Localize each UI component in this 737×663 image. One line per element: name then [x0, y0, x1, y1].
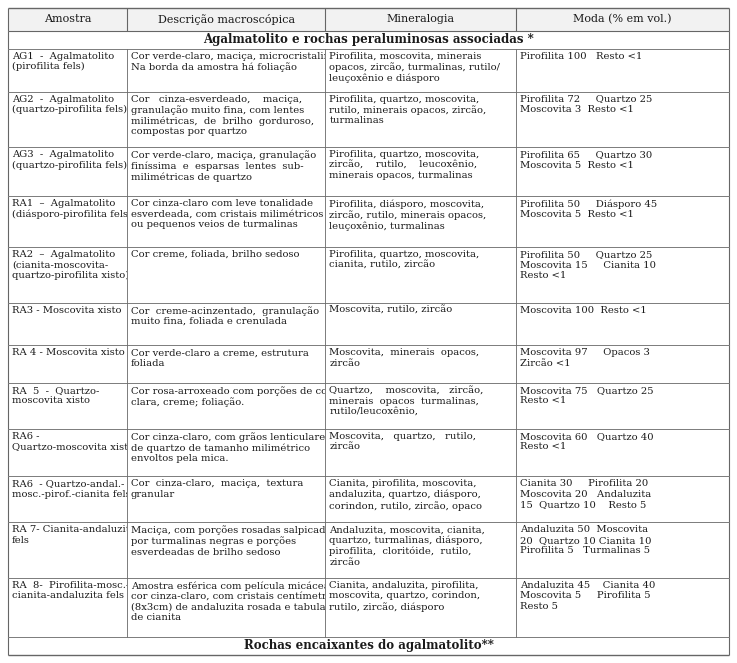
Text: Pirofilita, diásporo, moscovita,
zircão, rutilo, minerais opacos,
leuçoxênio, tu: Pirofilita, diásporo, moscovita, zircão,… — [329, 200, 486, 231]
Text: Descrição macroscópica: Descrição macroscópica — [158, 14, 295, 25]
Text: Pirofilita 100   Resto <1: Pirofilita 100 Resto <1 — [520, 52, 643, 61]
Text: Pirofilita 50     Quartzo 25
Moscovita 15     Cianita 10
Resto <1: Pirofilita 50 Quartzo 25 Moscovita 15 Ci… — [520, 250, 657, 280]
Text: RA 4 - Moscovita xisto: RA 4 - Moscovita xisto — [12, 349, 125, 357]
Text: Andaluzita 45    Cianita 40
Moscovita 5     Pirofilita 5
Resto 5: Andaluzita 45 Cianita 40 Moscovita 5 Pir… — [520, 581, 656, 611]
Text: RA6 -
Quartzo-moscovita xisto: RA6 - Quartzo-moscovita xisto — [12, 432, 134, 452]
Text: AG3  -  Agalmatolito
(quartzo-pirofilita fels): AG3 - Agalmatolito (quartzo-pirofilita f… — [12, 151, 127, 170]
Text: Cor creme, foliada, brilho sedoso: Cor creme, foliada, brilho sedoso — [131, 250, 299, 259]
Bar — [8, 303, 729, 345]
Text: Moscovita,  minerais  opacos,
zircão: Moscovita, minerais opacos, zircão — [329, 349, 479, 368]
Text: Cianita, andaluzita, pirofilita,
moscovita, quartzo, corindon,
rutilo, zircão, d: Cianita, andaluzita, pirofilita, moscovi… — [329, 581, 481, 612]
Text: Pirofilita, quartzo, moscovita,
cianita, rutilo, zircão: Pirofilita, quartzo, moscovita, cianita,… — [329, 250, 480, 270]
Text: Moscovita 60   Quartzo 40
Resto <1: Moscovita 60 Quartzo 40 Resto <1 — [520, 432, 654, 452]
Text: Moscovita 100  Resto <1: Moscovita 100 Resto <1 — [520, 306, 647, 315]
Text: Cor  cinza-claro,  maciça,  textura
granular: Cor cinza-claro, maciça, textura granula… — [131, 479, 304, 499]
Text: Cianita, pirofilita, moscovita,
andaluzita, quartzo, diásporo,
corindon, rutilo,: Cianita, pirofilita, moscovita, andaluzi… — [329, 479, 482, 511]
Text: Pirofilita, quartzo, moscovita,
rutilo, minerais opacos, zircão,
turmalinas: Pirofilita, quartzo, moscovita, rutilo, … — [329, 95, 486, 125]
Text: Cor rosa-arroxeado com porções de cor
clara, creme; foliação.: Cor rosa-arroxeado com porções de cor cl… — [131, 386, 332, 407]
Text: Moscovita 75   Quartzo 25
Resto <1: Moscovita 75 Quartzo 25 Resto <1 — [520, 386, 654, 406]
Text: AG1  -  Agalmatolito
(pirofilita fels): AG1 - Agalmatolito (pirofilita fels) — [12, 52, 114, 72]
Text: RA 7- Cianita-andaluzita
fels: RA 7- Cianita-andaluzita fels — [12, 525, 136, 545]
Text: Pirofilita 72     Quartzo 25
Moscovita 3  Resto <1: Pirofilita 72 Quartzo 25 Moscovita 3 Res… — [520, 95, 653, 114]
Text: Moda (% em vol.): Moda (% em vol.) — [573, 15, 672, 25]
Text: Moscovita,   quartzo,   rutilo,
zircão: Moscovita, quartzo, rutilo, zircão — [329, 432, 476, 452]
Text: Andaluzita 50  Moscovita
20  Quartzo 10 Cianita 10
Pirofilita 5   Turmalinas 5: Andaluzita 50 Moscovita 20 Quartzo 10 Ci… — [520, 525, 652, 555]
Text: RA  8-  Pirofilita-mosc.-
cianita-andaluzita fels: RA 8- Pirofilita-mosc.- cianita-andaluzi… — [12, 581, 129, 601]
Text: Cor verde-claro, maciça, microcristalina.
Na borda da amostra há foliação: Cor verde-claro, maciça, microcristalina… — [131, 52, 339, 72]
Text: Cor verde-claro a creme, estrutura
foliada: Cor verde-claro a creme, estrutura folia… — [131, 349, 309, 368]
Text: AG2  -  Agalmatolito
(quartzo-pirofilita fels): AG2 - Agalmatolito (quartzo-pirofilita f… — [12, 95, 127, 114]
Text: Pirofilita, moscovita, minerais
opacos, zircão, turmalinas, rutilo/
leuçoxênio e: Pirofilita, moscovita, minerais opacos, … — [329, 52, 500, 84]
Bar — [8, 91, 729, 147]
Text: Cor   cinza-esverdeado,    maciça,
granulação muito fina, com lentes
milimétrica: Cor cinza-esverdeado, maciça, granulação… — [131, 95, 314, 137]
Bar — [8, 345, 729, 383]
Text: RA1  –  Agalmatolito
(diásporo-pirofilita fels): RA1 – Agalmatolito (diásporo-pirofilita … — [12, 200, 132, 219]
Text: RA2  –  Agalmatolito
(cianita-moscovita-
quartzo-pirofilita xisto): RA2 – Agalmatolito (cianita-moscovita- q… — [12, 250, 129, 280]
Bar — [8, 147, 729, 196]
Text: Moscovita 97     Opacos 3
Zircão <1: Moscovita 97 Opacos 3 Zircão <1 — [520, 349, 650, 368]
Text: RA  5  -  Quartzo-
moscovita xisto: RA 5 - Quartzo- moscovita xisto — [12, 386, 99, 406]
Bar — [8, 49, 729, 91]
Text: Andaluzita, moscovita, cianita,
quartzo, turmalinas, diásporo,
pirofilita,  clor: Andaluzita, moscovita, cianita, quartzo,… — [329, 525, 485, 567]
Text: Quartzo,    moscovita,   zircão,
minerais  opacos  turmalinas,
rutilo/leucoxênio: Quartzo, moscovita, zircão, minerais opa… — [329, 386, 483, 416]
Text: Amostra esférica com película micácea,
cor cinza-claro, com cristais centímetros: Amostra esférica com película micácea, c… — [131, 581, 341, 622]
Bar — [8, 8, 729, 31]
Bar — [8, 637, 729, 655]
Text: Maciça, com porções rosadas salpicadas
por turmalinas negras e porções
esverdead: Maciça, com porções rosadas salpicadas p… — [131, 525, 337, 557]
Text: Pirofilita 50     Diásporo 45
Moscovita 5  Resto <1: Pirofilita 50 Diásporo 45 Moscovita 5 Re… — [520, 200, 657, 219]
Text: Rochas encaixantes do agalmatolito**: Rochas encaixantes do agalmatolito** — [243, 640, 494, 652]
Text: Cianita 30     Pirofilita 20
Moscovita 20   Andaluzita
15  Quartzo 10    Resto 5: Cianita 30 Pirofilita 20 Moscovita 20 An… — [520, 479, 652, 509]
Text: Cor cinza-claro com leve tonalidade
esverdeada, com cristais milimétricos
ou peq: Cor cinza-claro com leve tonalidade esve… — [131, 200, 324, 229]
Bar — [8, 522, 729, 578]
Bar — [8, 247, 729, 303]
Bar — [8, 383, 729, 429]
Bar — [8, 578, 729, 637]
Text: RA6  - Quartzo-andal.-
mosc.-pirof.-cianita fels: RA6 - Quartzo-andal.- mosc.-pirof.-ciani… — [12, 479, 130, 499]
Bar — [8, 196, 729, 247]
Text: Cor  creme-acinzentado,  granulação
muito fina, foliada e crenulada: Cor creme-acinzentado, granulação muito … — [131, 306, 319, 326]
Text: Cor cinza-claro, com grãos lenticulares
de quartzo de tamanho milimétrico
envolt: Cor cinza-claro, com grãos lenticulares … — [131, 432, 330, 463]
Text: RA3 - Moscovita xisto: RA3 - Moscovita xisto — [12, 306, 122, 315]
Bar — [8, 429, 729, 477]
Text: Agalmatolito e rochas peraluminosas associadas *: Agalmatolito e rochas peraluminosas asso… — [203, 33, 534, 46]
Bar — [8, 477, 729, 522]
Text: Pirofilita, quartzo, moscovita,
zircão,    rutilo,    leucoxênio,
minerais opaco: Pirofilita, quartzo, moscovita, zircão, … — [329, 151, 480, 180]
Text: Moscovita, rutilo, zircão: Moscovita, rutilo, zircão — [329, 306, 453, 315]
Text: Mineralogia: Mineralogia — [387, 15, 455, 25]
Text: Cor verde-claro, maciça, granulação
finíssima  e  esparsas  lentes  sub-
milimét: Cor verde-claro, maciça, granulação finí… — [131, 151, 316, 182]
Bar — [8, 31, 729, 49]
Text: Amostra: Amostra — [43, 15, 91, 25]
Text: Pirofilita 65     Quartzo 30
Moscovita 5  Resto <1: Pirofilita 65 Quartzo 30 Moscovita 5 Res… — [520, 151, 652, 170]
